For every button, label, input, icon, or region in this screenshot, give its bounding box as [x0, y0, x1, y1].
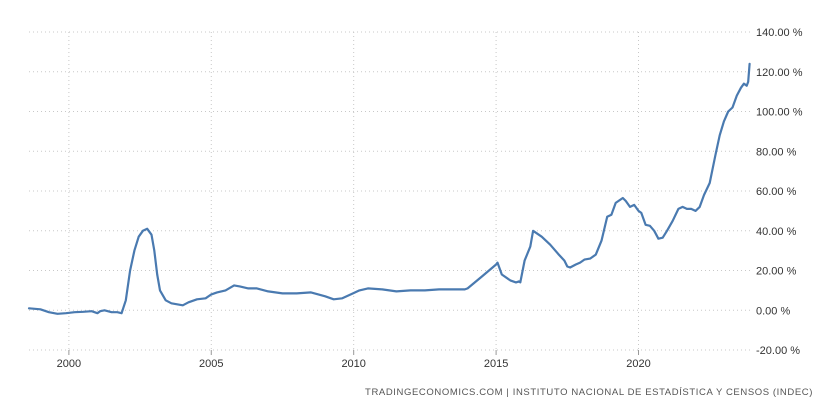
y-tick-label: 140.00 %	[756, 27, 803, 39]
series-line	[27, 62, 751, 315]
x-tick-label: 2000	[57, 358, 81, 370]
y-tick-label: -20.00 %	[756, 345, 800, 357]
x-tick-label: 2020	[626, 358, 650, 370]
x-tick-label: 2005	[199, 358, 223, 370]
x-tick-label: 2010	[341, 358, 365, 370]
y-tick-label: 0.00 %	[756, 305, 790, 317]
y-tick-label: 120.00 %	[756, 67, 803, 79]
grid-layer	[29, 31, 751, 351]
series-layer	[27, 62, 751, 315]
y-tick-label: 80.00 %	[756, 146, 797, 158]
source-attribution: TRADINGECONOMICS.COM | INSTITUTO NACIONA…	[365, 387, 813, 398]
x-tick-label: 2015	[484, 358, 508, 370]
y-axis-ticks: -20.00 % 0.00 % 20.00 % 40.00 % 60.00 % 80.00…	[756, 27, 803, 357]
x-axis-ticks: 2000 2005 2010 2015 2020	[57, 350, 651, 370]
y-tick-label: 40.00 %	[756, 226, 797, 238]
y-tick-label: 20.00 %	[756, 266, 797, 278]
y-tick-label: 100.00 %	[756, 107, 803, 119]
y-tick-label: 60.00 %	[756, 186, 797, 198]
